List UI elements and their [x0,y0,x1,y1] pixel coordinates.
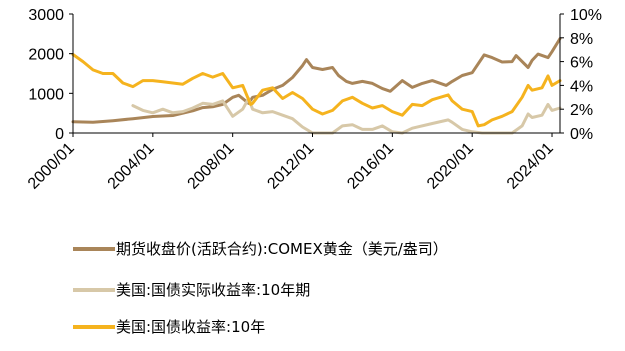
series-line-1 [131,97,562,135]
left-tick-label: 2000 [28,47,64,64]
plot-area [71,37,562,135]
left-tick-label: 3000 [28,7,64,24]
x-tick-label: 2016/01 [344,140,397,193]
series-line-2 [71,53,562,128]
left-tick-label: 1000 [28,86,64,103]
x-tick-label: 2024/01 [504,140,557,193]
legend-label-0: 期货收盘价(活跃合约):COMEX黄金（美元/盎司） [116,240,448,258]
axes: 0 1000 2000 3000 0% 2% 4% 6% 8% 10% 2000/01 2004/01… [25,7,602,193]
series-line-0 [71,37,562,124]
x-tick-label: 2008/01 [185,140,238,193]
x-tick-label: 2020/01 [424,140,477,193]
right-tick-label: 10% [570,7,602,24]
legend: 期货收盘价(活跃合约):COMEX黄金（美元/盎司） 美国:国债实际收益率:10年… [73,240,448,336]
right-tick-label: 6% [570,55,593,72]
x-tick-label: 2004/01 [105,140,158,193]
x-tick-label: 2000/01 [25,140,78,193]
right-tick-label: 2% [570,102,593,119]
legend-label-1: 美国:国债实际收益率:10年期 [116,281,310,299]
right-tick-label: 0% [570,126,593,143]
x-tick-label: 2012/01 [264,140,317,193]
legend-label-2: 美国:国债收益率:10年 [116,318,265,336]
right-tick-label: 8% [570,31,593,48]
left-tick-label: 0 [55,126,64,143]
right-tick-label: 4% [570,78,593,95]
